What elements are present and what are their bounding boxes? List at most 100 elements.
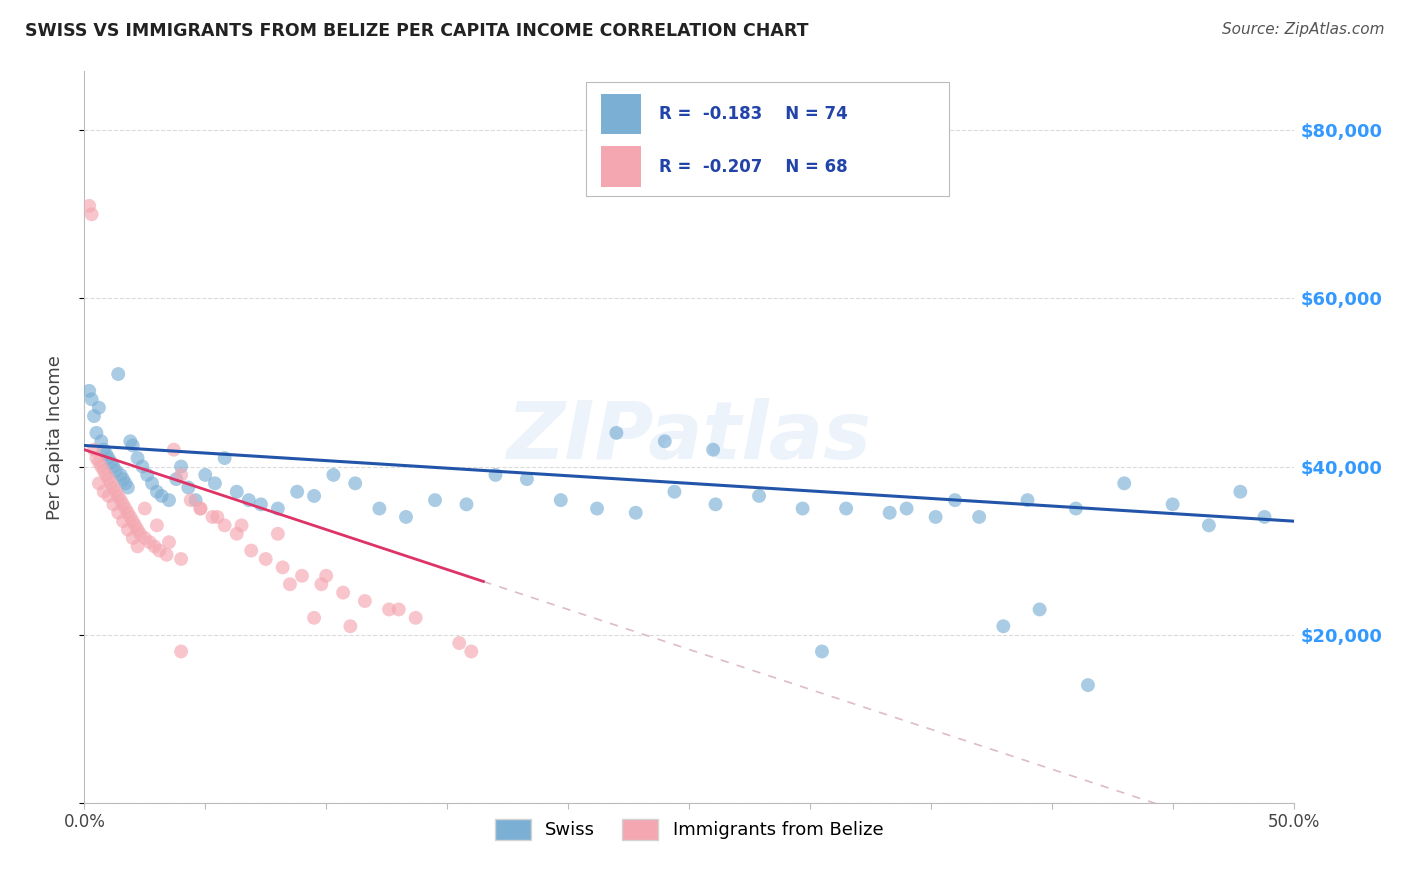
Point	[214, 518, 236, 533]
Point	[90, 459, 112, 474]
Point	[114, 501, 136, 516]
Point	[1077, 678, 1099, 692]
Point	[121, 438, 143, 452]
Point	[94, 467, 117, 482]
Point	[449, 636, 471, 650]
Point	[835, 501, 858, 516]
Point	[254, 552, 277, 566]
Point	[83, 409, 105, 423]
Point	[405, 611, 427, 625]
Point	[77, 384, 100, 398]
Point	[378, 602, 401, 616]
Point	[146, 484, 169, 499]
Point	[97, 489, 120, 503]
Point	[114, 476, 136, 491]
Point	[225, 526, 247, 541]
Point	[180, 493, 202, 508]
Point	[150, 489, 173, 503]
Point	[177, 481, 200, 495]
Point	[1114, 476, 1136, 491]
Point	[339, 619, 361, 633]
Point	[302, 489, 325, 503]
Point	[240, 543, 263, 558]
Text: R =  -0.207    N = 68: R = -0.207 N = 68	[659, 158, 848, 176]
Point	[586, 501, 609, 516]
Point	[112, 514, 135, 528]
Text: SWISS VS IMMIGRANTS FROM BELIZE PER CAPITA INCOME CORRELATION CHART: SWISS VS IMMIGRANTS FROM BELIZE PER CAPI…	[25, 22, 808, 40]
Point	[702, 442, 724, 457]
Point	[112, 472, 135, 486]
Point	[131, 459, 153, 474]
Point	[943, 493, 966, 508]
Point	[1229, 484, 1251, 499]
Point	[104, 484, 127, 499]
Point	[267, 501, 290, 516]
Point	[86, 451, 108, 466]
Point	[93, 442, 115, 457]
Point	[83, 442, 105, 457]
Point	[322, 467, 344, 482]
Point	[250, 497, 273, 511]
Point	[77, 199, 100, 213]
Point	[94, 447, 117, 461]
Point	[291, 569, 314, 583]
Point	[136, 467, 159, 482]
Point	[163, 442, 186, 457]
Point	[155, 548, 177, 562]
Point	[103, 481, 125, 495]
Point	[117, 523, 139, 537]
Point	[1253, 510, 1275, 524]
Point	[278, 577, 301, 591]
Point	[792, 501, 814, 516]
Point	[117, 481, 139, 495]
Point	[97, 451, 120, 466]
Point	[395, 510, 418, 524]
Point	[332, 585, 354, 599]
Point	[100, 476, 122, 491]
Point	[456, 497, 478, 511]
Legend: Swiss, Immigrants from Belize: Swiss, Immigrants from Belize	[485, 810, 893, 848]
Point	[204, 476, 226, 491]
Point	[110, 493, 132, 508]
Point	[87, 455, 110, 469]
Point	[993, 619, 1015, 633]
Point	[231, 518, 253, 533]
Point	[1028, 602, 1050, 616]
Point	[103, 497, 125, 511]
Point	[87, 401, 110, 415]
Point	[388, 602, 411, 616]
Point	[654, 434, 676, 449]
Text: ZIPatlas: ZIPatlas	[506, 398, 872, 476]
Point	[134, 501, 156, 516]
Point	[267, 526, 290, 541]
Point	[107, 506, 129, 520]
FancyBboxPatch shape	[600, 146, 641, 186]
Point	[271, 560, 294, 574]
Point	[103, 459, 125, 474]
Point	[1064, 501, 1087, 516]
Point	[238, 493, 260, 508]
Text: R =  -0.183    N = 74: R = -0.183 N = 74	[659, 105, 848, 123]
Point	[120, 434, 142, 449]
FancyBboxPatch shape	[586, 82, 949, 195]
Point	[423, 493, 446, 508]
Point	[285, 484, 308, 499]
Point	[134, 531, 156, 545]
Point	[315, 569, 337, 583]
Point	[484, 467, 506, 482]
Point	[127, 540, 149, 554]
Point	[1161, 497, 1184, 511]
Point	[368, 501, 391, 516]
Point	[129, 526, 152, 541]
Point	[80, 207, 103, 221]
Point	[344, 476, 367, 491]
Point	[207, 510, 229, 524]
Point	[311, 577, 333, 591]
Point	[165, 472, 187, 486]
Point	[170, 552, 193, 566]
Point	[157, 493, 180, 508]
Point	[138, 535, 160, 549]
Y-axis label: Per Capita Income: Per Capita Income	[45, 355, 63, 519]
Point	[170, 467, 193, 482]
Point	[664, 484, 686, 499]
